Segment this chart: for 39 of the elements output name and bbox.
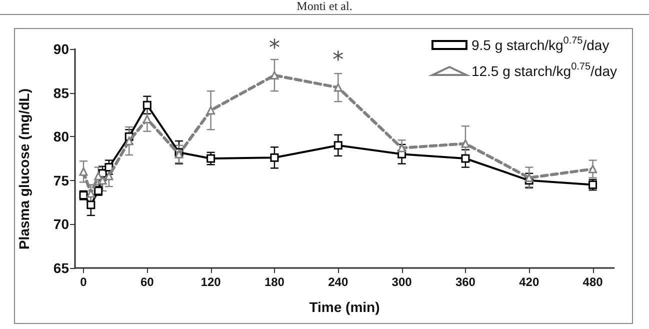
y-tick-label: 75 bbox=[53, 172, 70, 188]
point bbox=[588, 164, 598, 174]
point bbox=[270, 71, 279, 80]
y-tick-label: 90 bbox=[53, 41, 70, 57]
point bbox=[461, 139, 470, 148]
point bbox=[104, 172, 114, 180]
point bbox=[142, 114, 152, 124]
point bbox=[206, 154, 216, 163]
point bbox=[524, 174, 534, 182]
point bbox=[588, 180, 598, 190]
y-tick-label: 80 bbox=[53, 128, 70, 145]
x-tick-label: 120 bbox=[200, 275, 222, 289]
annotation: * bbox=[268, 36, 280, 61]
point bbox=[334, 141, 342, 150]
x-tick-label: 240 bbox=[328, 275, 348, 289]
x-tick-label: 360 bbox=[455, 275, 476, 289]
x-tick-label: 300 bbox=[392, 275, 412, 289]
point bbox=[79, 167, 88, 176]
x-tick-label: 0 bbox=[80, 275, 88, 289]
point bbox=[86, 200, 96, 210]
x-tick-label: 60 bbox=[140, 275, 154, 289]
point bbox=[124, 136, 134, 146]
point bbox=[98, 176, 107, 185]
y-tick-label: 85 bbox=[53, 84, 70, 101]
point bbox=[206, 106, 216, 115]
point bbox=[142, 100, 152, 110]
x-tick-label: 180 bbox=[264, 275, 285, 289]
x-tick-label: 480 bbox=[582, 275, 604, 289]
y-tick-label: 70 bbox=[53, 216, 70, 232]
y-tick-label: 65 bbox=[53, 260, 70, 276]
point bbox=[334, 83, 342, 92]
y-axis-title: Plasma glucose (mg/dL) bbox=[15, 87, 33, 252]
point bbox=[461, 154, 470, 163]
point bbox=[270, 153, 279, 162]
x-tick-label: 420 bbox=[519, 275, 540, 289]
x-axis-title: Time (min) bbox=[309, 299, 380, 315]
text: Monti et al. bbox=[0, 0, 649, 15]
annotation: * bbox=[332, 48, 344, 74]
point bbox=[398, 144, 406, 152]
